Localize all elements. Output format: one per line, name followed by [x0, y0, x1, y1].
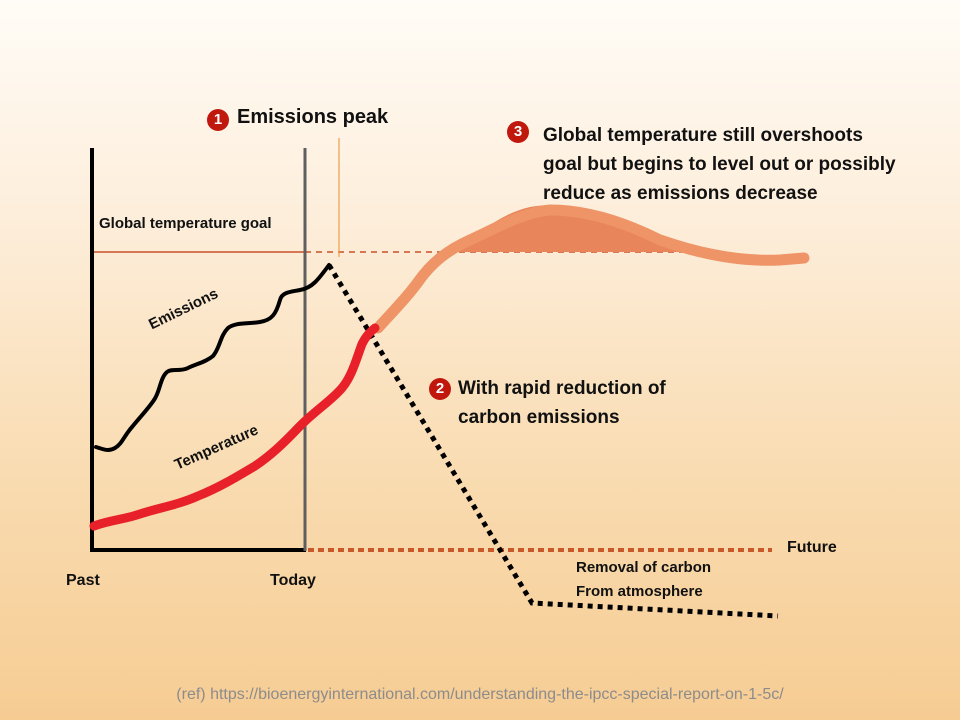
future-label: Future [787, 539, 837, 556]
step-3-badge: 3 [507, 121, 529, 143]
removal-label: Removal of carbon From atmosphere [576, 556, 711, 604]
step-1-label: Emissions peak [237, 106, 389, 128]
step-1-badge: 1 [207, 109, 229, 131]
step-2-line-2: carbon emissions [458, 407, 620, 428]
temperature-line [89, 323, 380, 531]
step-3-note: Global temperature still overshoots goal… [543, 121, 896, 208]
step-3-line-1: Global temperature still overshoots [543, 125, 863, 146]
step-3-line-3: reduce as emissions decrease [543, 183, 818, 204]
emissions-line [94, 263, 331, 452]
step-3-line-2: goal but begins to level out or possibly [543, 154, 896, 175]
projected-temperature-line [372, 204, 810, 334]
goal-label: Global temperature goal [99, 215, 272, 232]
reference-link[interactable]: (ref) https://bioenergyinternational.com… [176, 686, 784, 703]
emissions-reduction-line [326, 263, 779, 619]
removal-line-1: Removal of carbon [576, 559, 712, 576]
step-2-note: With rapid reduction of carbon emissions [458, 374, 666, 432]
step-2-line-1: With rapid reduction of [458, 378, 666, 399]
past-label: Past [66, 572, 100, 589]
step-2-badge: 2 [429, 378, 451, 400]
today-label: Today [270, 572, 316, 589]
removal-line-2: From atmosphere [576, 583, 703, 600]
